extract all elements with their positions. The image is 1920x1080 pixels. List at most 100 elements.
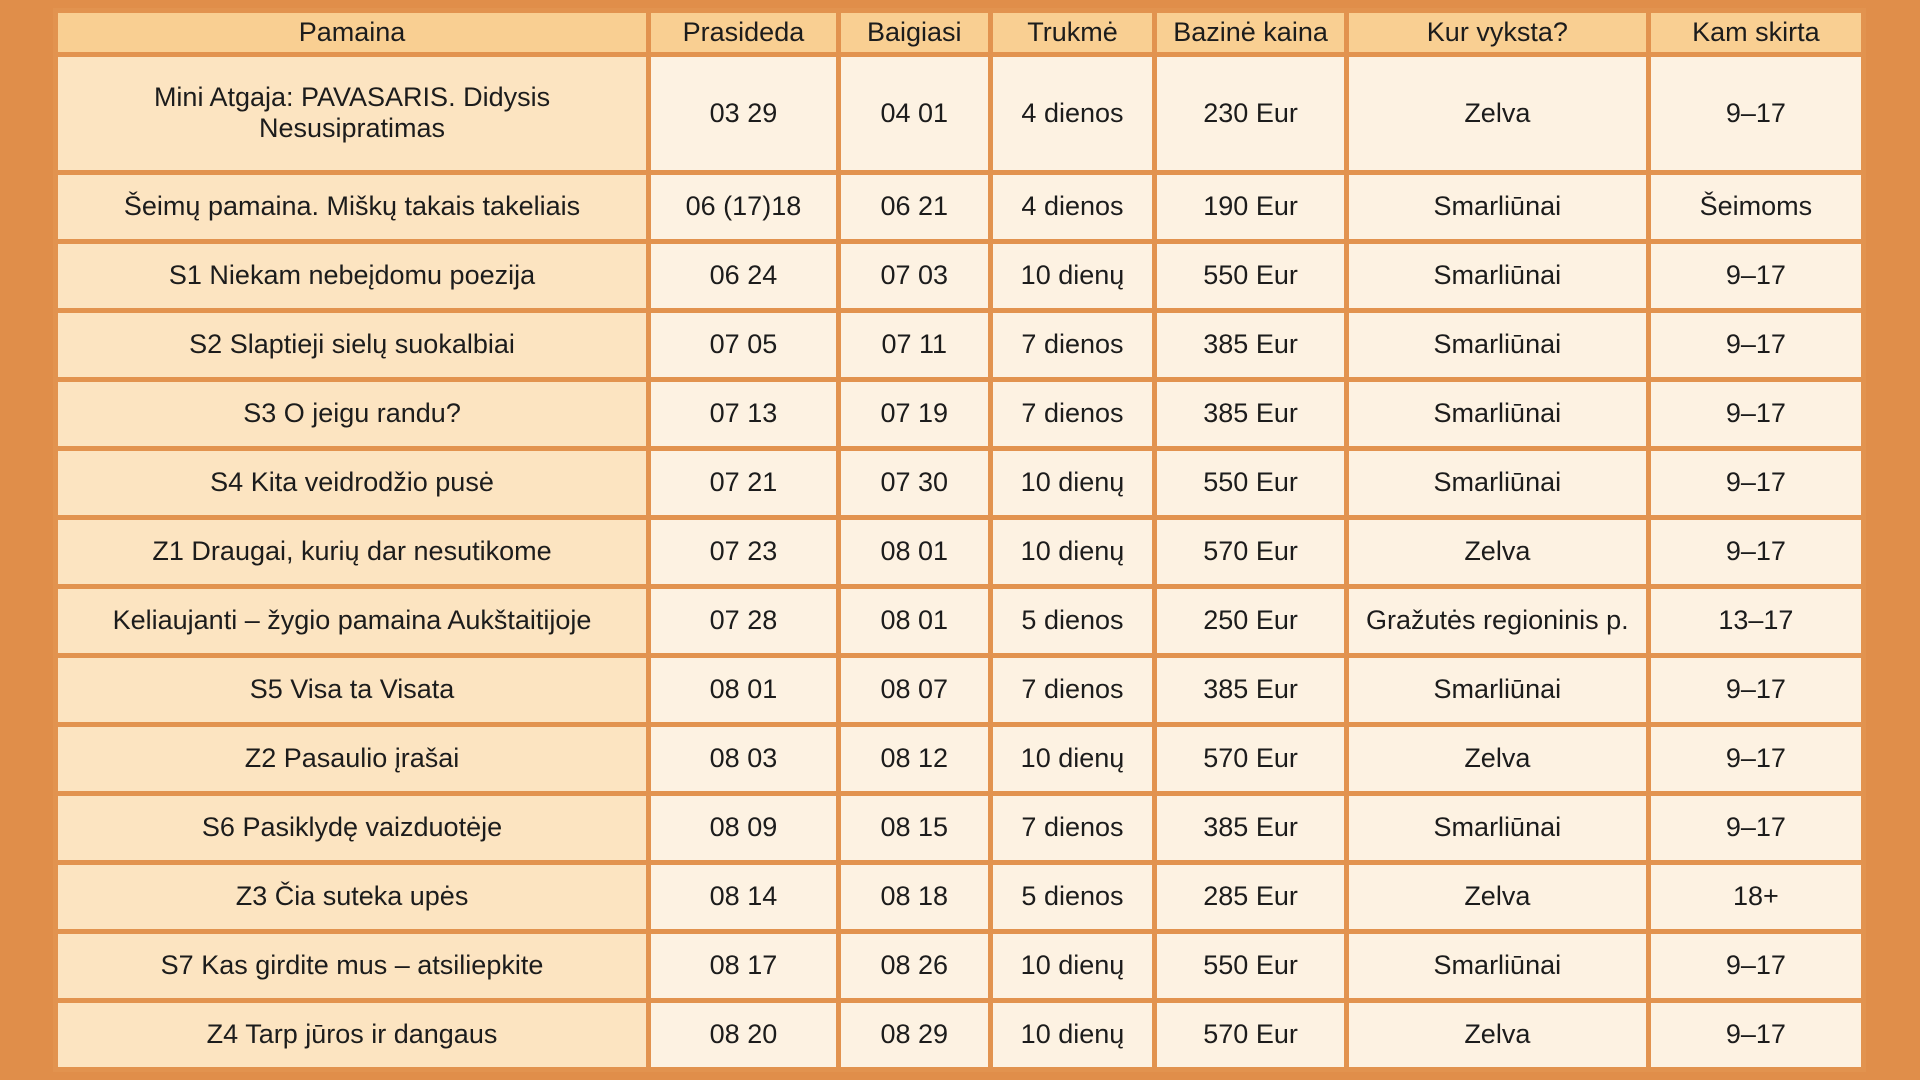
- table-cell: 08 18: [835, 859, 993, 934]
- table-cell: 08 03: [646, 721, 841, 796]
- column-header-pamaina: Pamaina: [52, 8, 652, 57]
- shift-name-cell: Z1 Draugai, kurių dar nesutikome: [52, 514, 652, 589]
- table-cell: 550 Eur: [1152, 928, 1349, 1003]
- table-cell: Smarliūnai: [1343, 652, 1651, 727]
- table-cell: 10 dienų: [987, 238, 1158, 313]
- column-header-prasideda: Prasideda: [646, 8, 841, 57]
- table-cell: 4 dienos: [987, 52, 1158, 175]
- table-header: Pamaina Prasideda Baigiasi Trukmė Bazinė kai…: [52, 8, 1867, 57]
- table-cell: 07 21: [646, 445, 841, 520]
- shift-name-cell: Z2 Pasaulio įrašai: [52, 721, 652, 796]
- table-cell: 550 Eur: [1152, 445, 1349, 520]
- table-cell: Smarliūnai: [1343, 376, 1651, 451]
- column-header-trukmė: Trukmė: [987, 8, 1158, 57]
- table-cell: 570 Eur: [1152, 721, 1349, 796]
- table-cell: 08 26: [835, 928, 993, 1003]
- table-cell: 9–17: [1645, 997, 1867, 1073]
- shift-name-cell: Z3 Čia suteka upės: [52, 859, 652, 934]
- column-header-baigiasi: Baigiasi: [835, 8, 993, 57]
- shift-name-cell: S2 Slaptieji sielų suokalbiai: [52, 307, 652, 382]
- table-cell: Zelva: [1343, 52, 1651, 175]
- table-cell: 07 03: [835, 238, 993, 313]
- table-cell: 18+: [1645, 859, 1867, 934]
- table-cell: 06 (17)18: [646, 169, 841, 244]
- camps-schedule-table: Pamaina Prasideda Baigiasi Trukmė Bazinė kai…: [52, 8, 1867, 1073]
- header-row: Pamaina Prasideda Baigiasi Trukmė Bazinė kai…: [52, 8, 1867, 57]
- table-cell: 385 Eur: [1152, 376, 1349, 451]
- table-cell: Šeimoms: [1645, 169, 1867, 244]
- table-row: S6 Pasiklydę vaizduotėje 08 09 08 15 7 dien…: [52, 790, 1867, 865]
- table-row: Z1 Draugai, kurių dar nesutikome 07 23 08 …: [52, 514, 1867, 589]
- table-cell: 07 28: [646, 583, 841, 658]
- schedule-table: Pamaina Prasideda Baigiasi Trukmė Bazinė kai…: [52, 8, 1867, 1073]
- table-cell: Smarliūnai: [1343, 445, 1651, 520]
- table-cell: 07 19: [835, 376, 993, 451]
- table-cell: 03 29: [646, 52, 841, 175]
- table-cell: 08 12: [835, 721, 993, 796]
- table-row: S4 Kita veidrodžio pusė 07 21 07 30 10 dien…: [52, 445, 1867, 520]
- table-cell: 10 dienų: [987, 514, 1158, 589]
- table-cell: Zelva: [1343, 859, 1651, 934]
- table-cell: Smarliūnai: [1343, 928, 1651, 1003]
- table-cell: 04 01: [835, 52, 993, 175]
- table-cell: 9–17: [1645, 514, 1867, 589]
- table-cell: 9–17: [1645, 652, 1867, 727]
- table-body: Mini Atgaja: PAVASARIS. Didysis Nesusipr…: [52, 52, 1867, 1073]
- table-cell: 07 23: [646, 514, 841, 589]
- table-cell: 9–17: [1645, 52, 1867, 175]
- table-row: S2 Slaptieji sielų suokalbiai 07 05 07 11 7…: [52, 307, 1867, 382]
- table-cell: 08 09: [646, 790, 841, 865]
- column-header-kam-skirta: Kam skirta: [1645, 8, 1867, 57]
- table-cell: 9–17: [1645, 721, 1867, 796]
- table-cell: 7 dienos: [987, 790, 1158, 865]
- table-cell: 08 01: [835, 514, 993, 589]
- table-cell: 570 Eur: [1152, 514, 1349, 589]
- shift-name-cell: Z4 Tarp jūros ir dangaus: [52, 997, 652, 1073]
- table-cell: Gražutės regioninis p.: [1343, 583, 1651, 658]
- table-cell: 7 dienos: [987, 307, 1158, 382]
- column-header-bazinė-kaina: Bazinė kaina: [1152, 8, 1349, 57]
- table-row: Mini Atgaja: PAVASARIS. Didysis Nesusipr…: [52, 52, 1867, 175]
- table-row: S5 Visa ta Visata 08 01 08 07 7 dienos 385 E…: [52, 652, 1867, 727]
- shift-name-cell: Keliaujanti – žygio pamaina Aukštaitijoj…: [52, 583, 652, 658]
- table-cell: 06 24: [646, 238, 841, 313]
- table-cell: 9–17: [1645, 928, 1867, 1003]
- shift-name-cell: S1 Niekam nebeįdomu poezija: [52, 238, 652, 313]
- table-cell: 7 dienos: [987, 376, 1158, 451]
- table-cell: 9–17: [1645, 445, 1867, 520]
- table-cell: 7 dienos: [987, 652, 1158, 727]
- table-cell: Smarliūnai: [1343, 307, 1651, 382]
- table-row: S3 O jeigu randu? 07 13 07 19 7 dienos 385 E…: [52, 376, 1867, 451]
- table-cell: 5 dienos: [987, 583, 1158, 658]
- table-row: S1 Niekam nebeįdomu poezija 06 24 07 03 10 …: [52, 238, 1867, 313]
- table-cell: 08 17: [646, 928, 841, 1003]
- table-cell: 385 Eur: [1152, 790, 1349, 865]
- table-cell: 10 dienų: [987, 997, 1158, 1073]
- table-cell: 08 14: [646, 859, 841, 934]
- table-row: Z2 Pasaulio įrašai 08 03 08 12 10 dienų 570 …: [52, 721, 1867, 796]
- table-cell: 08 01: [646, 652, 841, 727]
- table-cell: 10 dienų: [987, 445, 1158, 520]
- table-row: Z3 Čia suteka upės 08 14 08 18 5 dienos 285 …: [52, 859, 1867, 934]
- table-cell: 07 11: [835, 307, 993, 382]
- table-cell: 13–17: [1645, 583, 1867, 658]
- table-cell: 08 29: [835, 997, 993, 1073]
- table-cell: 385 Eur: [1152, 307, 1349, 382]
- table-cell: 190 Eur: [1152, 169, 1349, 244]
- table-row: Šeimų pamaina. Miškų takais takeliais 06 …: [52, 169, 1867, 244]
- table-cell: 550 Eur: [1152, 238, 1349, 313]
- table-cell: Zelva: [1343, 721, 1651, 796]
- table-cell: Smarliūnai: [1343, 238, 1651, 313]
- table-cell: 10 dienų: [987, 721, 1158, 796]
- table-cell: 08 07: [835, 652, 993, 727]
- table-cell: 9–17: [1645, 307, 1867, 382]
- table-cell: Smarliūnai: [1343, 169, 1651, 244]
- table-cell: Smarliūnai: [1343, 790, 1651, 865]
- shift-name-cell: S5 Visa ta Visata: [52, 652, 652, 727]
- table-cell: 250 Eur: [1152, 583, 1349, 658]
- shift-name-cell: S7 Kas girdite mus – atsiliepkite: [52, 928, 652, 1003]
- table-cell: 385 Eur: [1152, 652, 1349, 727]
- table-cell: Zelva: [1343, 997, 1651, 1073]
- table-cell: 07 05: [646, 307, 841, 382]
- table-cell: 10 dienų: [987, 928, 1158, 1003]
